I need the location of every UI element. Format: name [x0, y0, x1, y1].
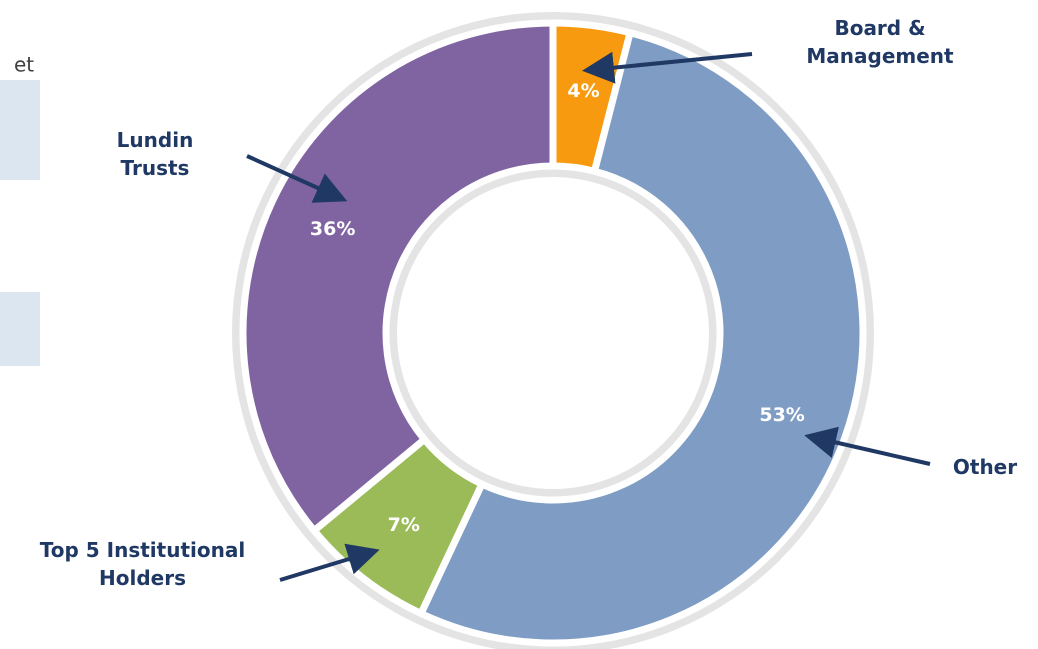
- arrow: [804, 426, 931, 466]
- slice-label: 36%: [310, 218, 355, 240]
- category-label: Board & Management: [806, 16, 954, 68]
- arrow: [246, 154, 348, 203]
- slice-label: 4%: [567, 80, 599, 102]
- arrow: [279, 543, 380, 582]
- donut: [232, 12, 874, 649]
- category-label: Lundin Trusts: [116, 128, 194, 180]
- category-label: Other: [952, 455, 1018, 479]
- slice-label: 53%: [759, 404, 804, 426]
- arrows: [246, 51, 931, 582]
- side-box: [0, 292, 40, 366]
- slice-label: 7%: [388, 514, 420, 536]
- arrow: [582, 51, 753, 84]
- cropped-text: et: [14, 53, 34, 77]
- category-label: Top 5 Institutional Holders: [39, 538, 246, 590]
- hole: [397, 177, 709, 489]
- slice: [239, 19, 557, 536]
- slice: [416, 28, 867, 647]
- side-box: [0, 80, 40, 180]
